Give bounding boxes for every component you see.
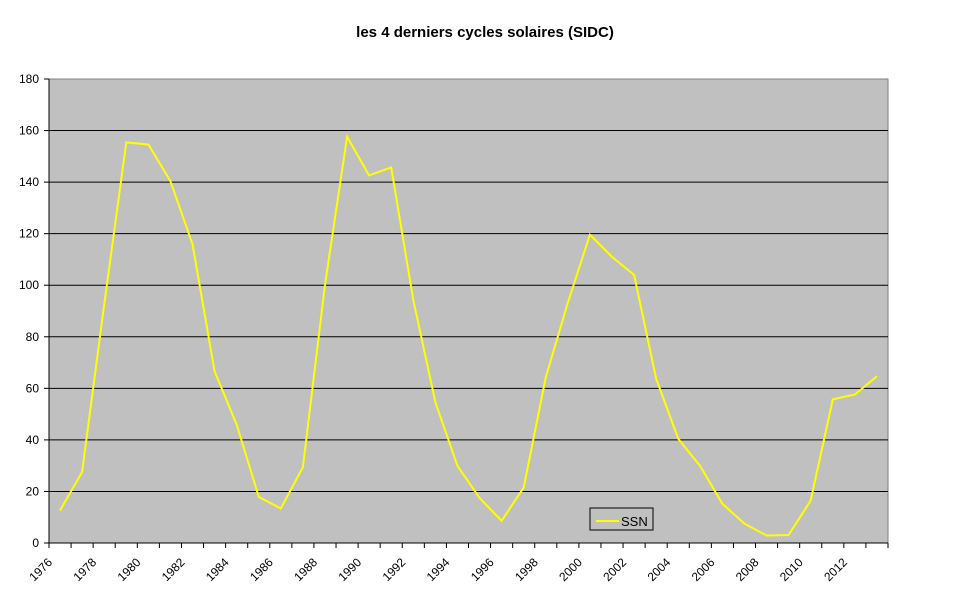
- x-tick-label: 1998: [512, 555, 541, 584]
- y-tick-label: 40: [26, 433, 40, 447]
- x-tick-label: 1994: [424, 555, 453, 584]
- y-tick-label: 160: [19, 124, 39, 138]
- legend-label: SSN: [621, 514, 648, 529]
- y-tick-label: 120: [19, 227, 39, 241]
- y-tick-label: 60: [26, 381, 40, 395]
- x-tick-label: 1984: [203, 555, 232, 584]
- x-tick-label: 1980: [115, 555, 144, 584]
- x-tick-label: 1988: [291, 555, 320, 584]
- x-tick-label: 2004: [645, 555, 674, 584]
- x-tick-label: 1978: [70, 555, 99, 584]
- x-tick-label: 2000: [556, 555, 585, 584]
- y-tick-label: 80: [26, 330, 40, 344]
- y-tick-label: 20: [26, 484, 40, 498]
- x-tick-label: 2010: [777, 555, 806, 584]
- y-tick-label: 100: [19, 278, 39, 292]
- x-tick-label: 1976: [26, 555, 55, 584]
- chart-title: les 4 derniers cycles solaires (SIDC): [356, 24, 614, 41]
- series-line-ssn: [59, 133, 878, 537]
- x-tick-label: 1982: [159, 555, 188, 584]
- y-tick-label: 0: [32, 536, 39, 550]
- legend: SSN: [589, 507, 654, 531]
- x-tick-label: 2002: [600, 555, 629, 584]
- x-tick-label: 1992: [380, 555, 409, 584]
- x-tick-label: 2008: [733, 555, 762, 584]
- y-tick-label: 180: [19, 72, 39, 86]
- x-tick-label: 2012: [821, 555, 850, 584]
- y-tick-label: 140: [19, 175, 39, 189]
- x-tick-label: 2006: [689, 555, 718, 584]
- plot-area: [48, 78, 889, 544]
- x-tick-label: 1986: [247, 555, 276, 584]
- x-tick-label: 1990: [335, 555, 364, 584]
- x-tick-label: 1996: [468, 555, 497, 584]
